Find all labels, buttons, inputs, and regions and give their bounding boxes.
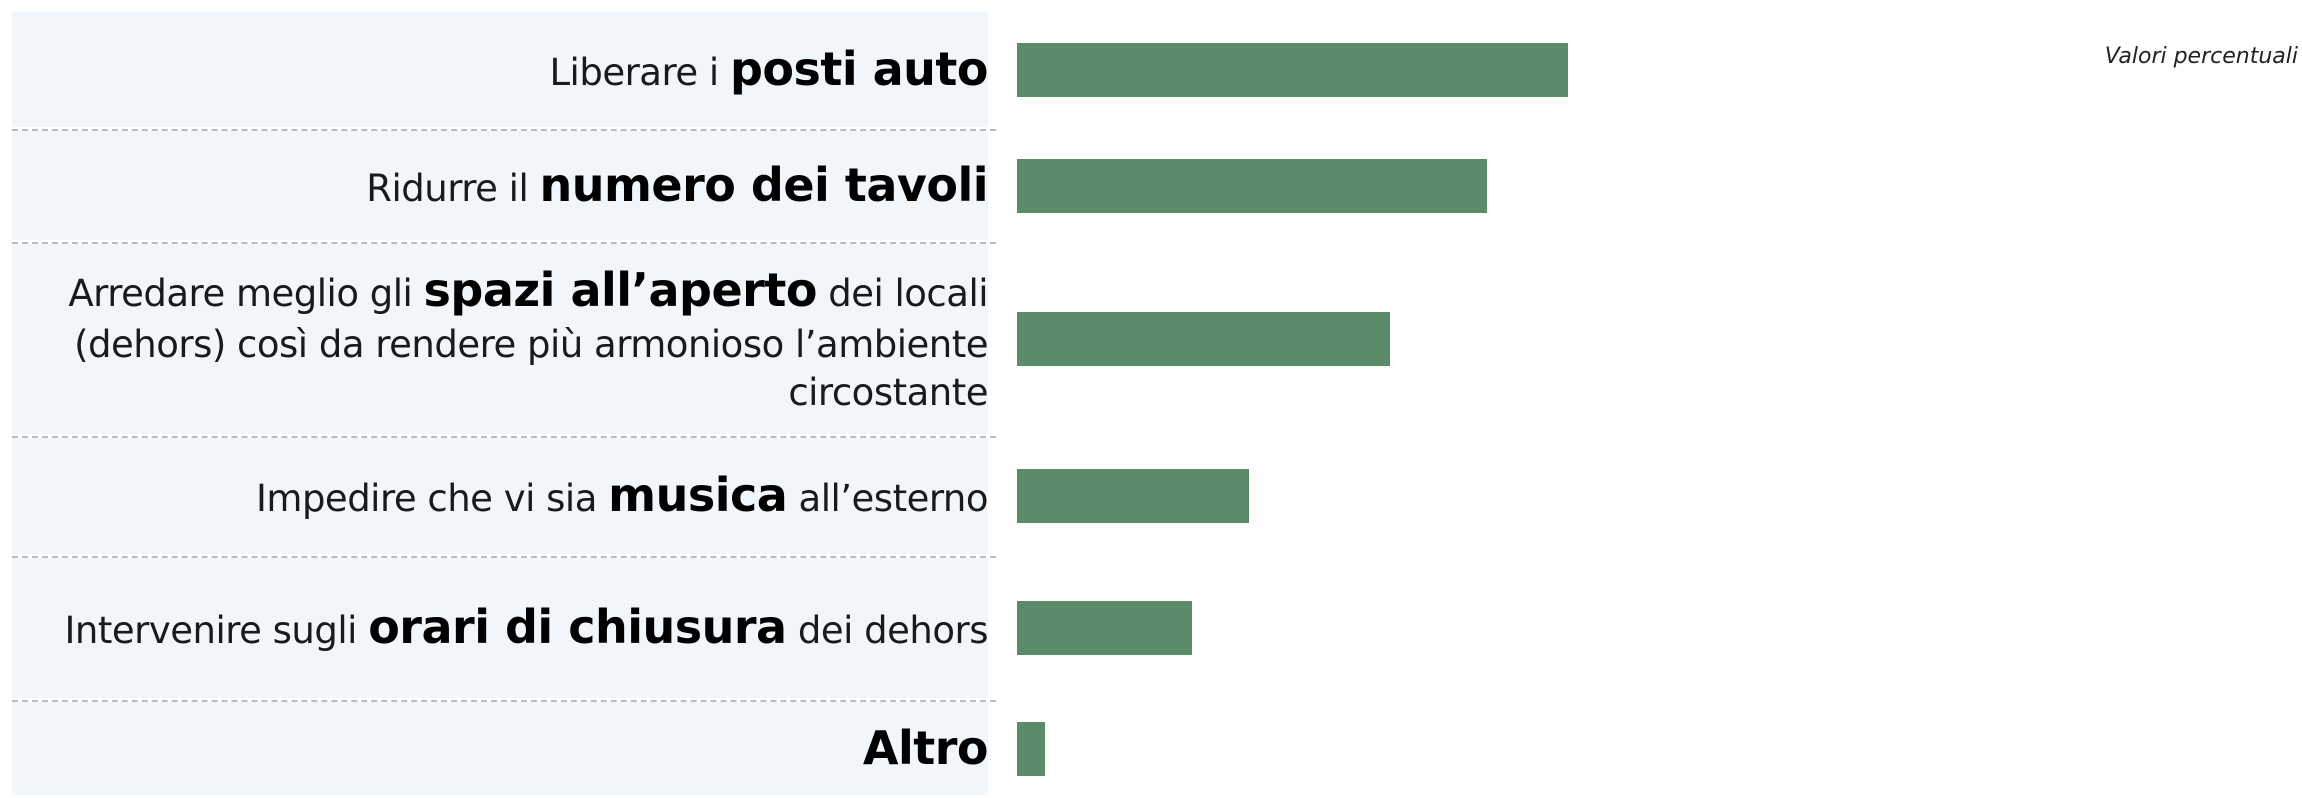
label-background [12,702,988,795]
label-part: all’esterno [787,477,989,521]
label-background [12,558,988,698]
bar [1017,601,1192,655]
category-label: Liberare i posti auto [12,12,988,127]
label-background [12,438,988,554]
label-bold: orari di chiusura [368,600,787,655]
label-background [12,12,988,127]
label-bold: musica [608,468,788,523]
row-separator [12,436,996,438]
category-label: Intervenire sugli orari di chiusura dei … [12,558,989,698]
label-background [12,131,988,240]
bar [1017,721,1045,776]
label-part: Liberare i [549,50,730,94]
row-separator [12,556,996,558]
label-bold: Altro [862,720,989,775]
label-part: dei dehors [786,609,989,653]
bar [1017,312,1390,366]
category-label-text: Intervenire sugli orari di chiusura dei … [65,598,989,658]
label-part: Impedire che vi sia [255,477,609,521]
label-bold: numero dei tavoli [539,157,989,212]
category-label-text: Altro [862,719,989,779]
label-part: dei locali (dehors) così da rendere più … [74,272,988,414]
label-part: Intervenire sugli [64,609,369,653]
category-label-text: Liberare i posti auto [549,40,988,100]
category-label: Altro [12,702,989,795]
bar [1017,42,1568,97]
category-label-text: Impedire che vi sia musica all’esterno [255,466,989,526]
label-part: Ridurre il [366,166,540,210]
label-background [12,244,988,434]
label-part: Arredare meglio gli [68,272,424,315]
category-label-text: Ridurre il numero dei tavoli [366,156,988,216]
row-separator [12,129,996,131]
note: Valori percentuali [2104,44,2298,69]
label-bold: spazi all’aperto [423,263,818,317]
row-separator [12,242,996,244]
bar [1017,469,1249,523]
category-label: Arredare meglio gli spazi all’aperto dei… [12,244,988,434]
bar [1017,158,1487,213]
category-label-text: Arredare meglio gli spazi all’aperto dei… [18,261,988,417]
category-label: Ridurre il numero dei tavoli [12,131,988,240]
row-separator [12,700,996,702]
label-bold: posti auto [729,41,989,96]
category-label: Impedire che vi sia musica all’esterno [12,438,989,554]
